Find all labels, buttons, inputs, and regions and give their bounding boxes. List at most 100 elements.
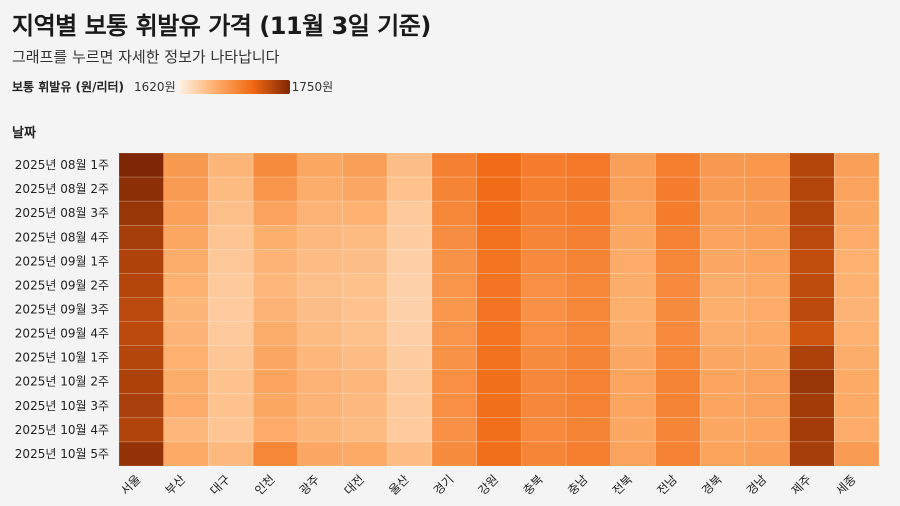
heatmap-cell[interactable]: [386, 200, 433, 226]
heatmap-cell[interactable]: [565, 417, 612, 443]
heatmap-cell[interactable]: [610, 224, 656, 250]
heatmap-cell[interactable]: [789, 417, 835, 443]
heatmap-cell[interactable]: [744, 176, 790, 202]
heatmap-cell[interactable]: [834, 297, 880, 322]
heatmap-cell[interactable]: [610, 393, 656, 419]
heatmap-cell[interactable]: [789, 441, 835, 467]
heatmap-cell[interactable]: [655, 417, 701, 443]
heatmap-cell[interactable]: [386, 273, 433, 298]
heatmap-cell[interactable]: [476, 249, 522, 274]
heatmap-cell[interactable]: [699, 393, 746, 419]
heatmap-cell[interactable]: [342, 249, 388, 274]
heatmap-cell[interactable]: [610, 321, 656, 346]
heatmap-cell[interactable]: [655, 345, 701, 370]
heatmap-cell[interactable]: [476, 417, 522, 443]
heatmap-cell[interactable]: [699, 224, 746, 250]
heatmap-cell[interactable]: [699, 273, 746, 298]
heatmap-cell[interactable]: [789, 273, 835, 298]
heatmap-cell[interactable]: [521, 345, 567, 370]
heatmap-cell[interactable]: [342, 321, 388, 346]
heatmap-cell[interactable]: [476, 345, 522, 370]
heatmap-cell[interactable]: [789, 321, 835, 346]
heatmap-cell[interactable]: [252, 152, 299, 178]
heatmap-cell[interactable]: [789, 200, 835, 226]
heatmap-cell[interactable]: [163, 152, 209, 178]
heatmap-cell[interactable]: [431, 441, 477, 467]
heatmap-cell[interactable]: [834, 152, 880, 178]
heatmap-cell[interactable]: [789, 249, 835, 274]
heatmap-cell[interactable]: [208, 417, 254, 443]
heatmap-cell[interactable]: [297, 224, 343, 250]
heatmap-cell[interactable]: [565, 345, 612, 370]
heatmap-cell[interactable]: [118, 369, 164, 395]
heatmap-cell[interactable]: [699, 200, 746, 226]
heatmap-cell[interactable]: [655, 200, 701, 226]
heatmap-cell[interactable]: [431, 393, 477, 419]
heatmap-cell[interactable]: [610, 345, 656, 370]
heatmap-cell[interactable]: [521, 249, 567, 274]
heatmap-cell[interactable]: [118, 393, 164, 419]
heatmap-cell[interactable]: [342, 152, 388, 178]
heatmap-cell[interactable]: [386, 393, 433, 419]
heatmap-cell[interactable]: [431, 249, 477, 274]
heatmap-cell[interactable]: [386, 224, 433, 250]
heatmap-cell[interactable]: [342, 393, 388, 419]
heatmap-cell[interactable]: [118, 441, 164, 467]
heatmap-cell[interactable]: [655, 152, 701, 178]
heatmap-cell[interactable]: [834, 273, 880, 298]
heatmap-cell[interactable]: [521, 393, 567, 419]
heatmap-cell[interactable]: [834, 224, 880, 250]
heatmap-cell[interactable]: [163, 224, 209, 250]
heatmap-cell[interactable]: [610, 369, 656, 395]
heatmap-cell[interactable]: [342, 369, 388, 395]
heatmap-cell[interactable]: [252, 273, 299, 298]
heatmap-cell[interactable]: [565, 224, 612, 250]
heatmap-cell[interactable]: [297, 369, 343, 395]
heatmap-cell[interactable]: [699, 441, 746, 467]
heatmap-cell[interactable]: [431, 321, 477, 346]
heatmap-cell[interactable]: [744, 321, 790, 346]
heatmap-cell[interactable]: [834, 200, 880, 226]
heatmap-cell[interactable]: [431, 200, 477, 226]
heatmap-cell[interactable]: [744, 152, 790, 178]
heatmap-cell[interactable]: [699, 249, 746, 274]
heatmap-cell[interactable]: [699, 297, 746, 322]
heatmap-cell[interactable]: [834, 249, 880, 274]
heatmap-cell[interactable]: [431, 369, 477, 395]
heatmap-cell[interactable]: [208, 297, 254, 322]
heatmap-cell[interactable]: [163, 393, 209, 419]
heatmap-cell[interactable]: [476, 200, 522, 226]
heatmap-cell[interactable]: [118, 345, 164, 370]
heatmap-cell[interactable]: [342, 200, 388, 226]
heatmap-cell[interactable]: [208, 224, 254, 250]
heatmap-cell[interactable]: [297, 249, 343, 274]
heatmap-cell[interactable]: [565, 369, 612, 395]
heatmap-cell[interactable]: [655, 297, 701, 322]
heatmap-cell[interactable]: [431, 176, 477, 202]
heatmap-cell[interactable]: [342, 273, 388, 298]
heatmap-cell[interactable]: [252, 321, 299, 346]
heatmap-cell[interactable]: [565, 176, 612, 202]
heatmap-cell[interactable]: [252, 441, 299, 467]
heatmap-cell[interactable]: [297, 297, 343, 322]
heatmap-cell[interactable]: [565, 249, 612, 274]
heatmap-cell[interactable]: [521, 152, 567, 178]
heatmap-cell[interactable]: [297, 345, 343, 370]
heatmap-cell[interactable]: [252, 393, 299, 419]
heatmap-cell[interactable]: [163, 249, 209, 274]
heatmap-cell[interactable]: [476, 441, 522, 467]
heatmap-cell[interactable]: [118, 224, 164, 250]
heatmap-cell[interactable]: [386, 297, 433, 322]
heatmap-cell[interactable]: [610, 152, 656, 178]
heatmap-cell[interactable]: [342, 417, 388, 443]
heatmap-cell[interactable]: [297, 273, 343, 298]
heatmap-cell[interactable]: [789, 176, 835, 202]
heatmap-cell[interactable]: [521, 273, 567, 298]
heatmap-cell[interactable]: [476, 224, 522, 250]
heatmap-cell[interactable]: [610, 176, 656, 202]
heatmap-cell[interactable]: [834, 417, 880, 443]
heatmap-cell[interactable]: [610, 249, 656, 274]
heatmap-cell[interactable]: [834, 176, 880, 202]
heatmap-cell[interactable]: [699, 321, 746, 346]
heatmap-cell[interactable]: [699, 345, 746, 370]
